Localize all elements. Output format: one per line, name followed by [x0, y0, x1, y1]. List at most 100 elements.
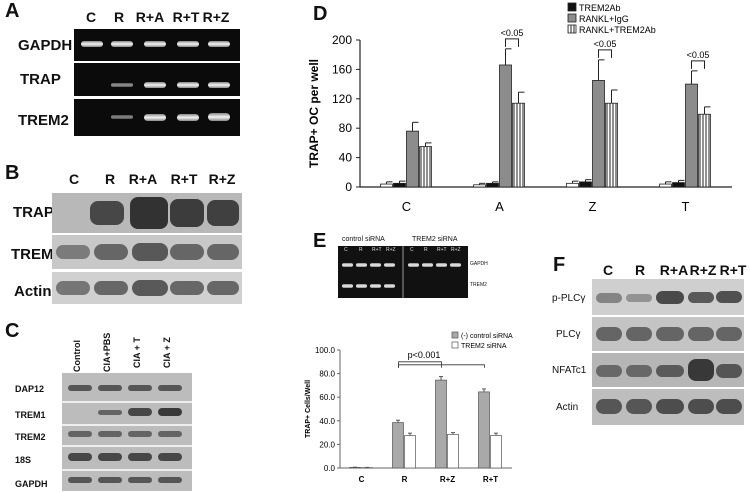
significance-label: <0.05	[594, 39, 617, 49]
blot-band	[596, 365, 622, 377]
panel-f-blot-nfatc1	[592, 353, 744, 387]
panel-b-row-actin: Actin	[14, 283, 52, 300]
blot-band	[207, 281, 239, 295]
panel-f-lane-r: R	[634, 262, 646, 278]
panel-c-row-18s: 18S	[15, 455, 32, 465]
y-tick-label: 200	[332, 33, 352, 47]
gel-band	[342, 263, 353, 267]
bar	[406, 130, 419, 188]
blot-band	[688, 327, 714, 341]
panel-a-row-gapdh: GAPDH	[18, 37, 73, 54]
y-tick-label: 40.0	[319, 417, 335, 426]
y-tick-label: 60.0	[319, 393, 335, 402]
panel-a-gel-trap	[74, 63, 240, 96]
panel-f-lane-rz: R+Z	[689, 262, 717, 278]
gel-band	[177, 82, 199, 88]
y-tick-label: 20.0	[319, 440, 335, 449]
bar	[380, 183, 393, 188]
blot-band	[596, 293, 622, 303]
blot-band	[56, 281, 90, 295]
panel-e-row-trem2: TREM2	[470, 282, 487, 288]
panel-b-lane-c: C	[68, 171, 80, 187]
panel-c-lane-cia-t: CIA + T	[132, 337, 142, 368]
y-axis-label: TRAP+ Cells/Well	[305, 380, 312, 438]
bar	[592, 80, 605, 188]
panel-c-row-trem2: TREM2	[15, 432, 46, 442]
panel-c-lane-control: Control	[72, 340, 82, 372]
bar	[419, 146, 432, 188]
blot-band	[688, 292, 714, 303]
legend-label: RANKL+IgG	[579, 14, 629, 24]
y-tick-label: 100.0	[315, 346, 336, 355]
panel-a-label: A	[5, 0, 20, 22]
gel-lane-c: C	[344, 247, 348, 253]
panel-b-row-trap: TRAP	[13, 204, 54, 221]
panel-e-chart: 0.0 20.0 40.0 60.0 80.0 100.0 TRAP+ Cells/Well…	[305, 331, 513, 484]
blot-band	[68, 385, 92, 391]
bar	[473, 184, 486, 188]
gel-lane-rt2: R+T	[437, 247, 447, 253]
gel-lane-rt: R+T	[372, 247, 382, 253]
panel-a-row-trem2: TREM2	[18, 112, 69, 129]
blot-band	[158, 431, 182, 437]
x-tick-label: R+T	[483, 475, 498, 484]
blot-band	[716, 399, 742, 414]
blot-band	[98, 431, 122, 437]
blot-band	[68, 453, 92, 461]
bar	[605, 102, 618, 188]
legend-label: RANKL+TREM2Ab	[579, 25, 656, 35]
panel-f-lane-rt: R+T	[719, 262, 747, 278]
bar	[659, 183, 672, 188]
gel-band	[408, 263, 419, 267]
blot-band	[158, 453, 182, 461]
panel-a-lane-c: C	[85, 9, 97, 25]
bar	[579, 181, 592, 188]
gel-band	[342, 284, 353, 288]
x-tick-label: C	[402, 199, 411, 214]
gel-band	[81, 41, 103, 47]
panel-f-row-pplcg: p-PLCγ	[552, 293, 586, 304]
panel-e-group-control: control siRNA	[342, 236, 385, 243]
blot-divider	[62, 424, 192, 426]
panel-f-blot-pplcg	[592, 279, 744, 315]
blot-band	[158, 477, 182, 483]
gel-band	[356, 284, 367, 288]
significance-bracket	[398, 364, 485, 368]
gel-band	[208, 113, 230, 121]
blot-band	[626, 399, 652, 414]
blot-band	[626, 294, 652, 302]
blot-band	[98, 410, 122, 415]
panel-c-row-dap12: DAP12	[15, 384, 45, 394]
blot-band	[688, 359, 714, 381]
blot-band	[656, 399, 684, 414]
gel-band	[370, 263, 381, 267]
panel-a-lane-ra: R+A	[135, 9, 165, 25]
panel-b-blot-actin	[52, 272, 242, 304]
panel-a-row-trap: TRAP	[20, 71, 61, 88]
panel-a-gel-gapdh	[74, 29, 240, 61]
panel-f-row-plcg: PLCγ	[556, 329, 581, 340]
y-tick-label: 0.0	[324, 464, 336, 473]
x-tick-label: Z	[589, 199, 597, 214]
gel-band	[370, 284, 381, 288]
blot-band	[128, 385, 152, 391]
panel-f-label: F	[553, 254, 566, 276]
panel-c-blot	[62, 373, 192, 491]
gel-band	[436, 263, 447, 267]
panel-a-lane-r: R	[113, 9, 125, 25]
legend-label: (-) control siRNA	[461, 333, 513, 340]
panel-b-blot-trap	[52, 193, 242, 233]
legend-label: TREM2 siRNA	[461, 343, 507, 350]
y-axis-label: TRAP+ OC per well	[307, 59, 321, 168]
significance-bracket	[598, 49, 612, 58]
blot-band	[94, 244, 128, 260]
panel-b-lane-ra: R+A	[128, 171, 158, 187]
blot-divider	[62, 469, 192, 471]
blot-band	[656, 327, 684, 341]
x-tick-label: A	[495, 199, 504, 214]
gel-band	[356, 263, 367, 267]
gel-lane-rz2: R+Z	[451, 247, 461, 253]
legend-swatch	[451, 341, 459, 349]
blot-band	[130, 197, 168, 229]
blot-band	[207, 244, 239, 260]
